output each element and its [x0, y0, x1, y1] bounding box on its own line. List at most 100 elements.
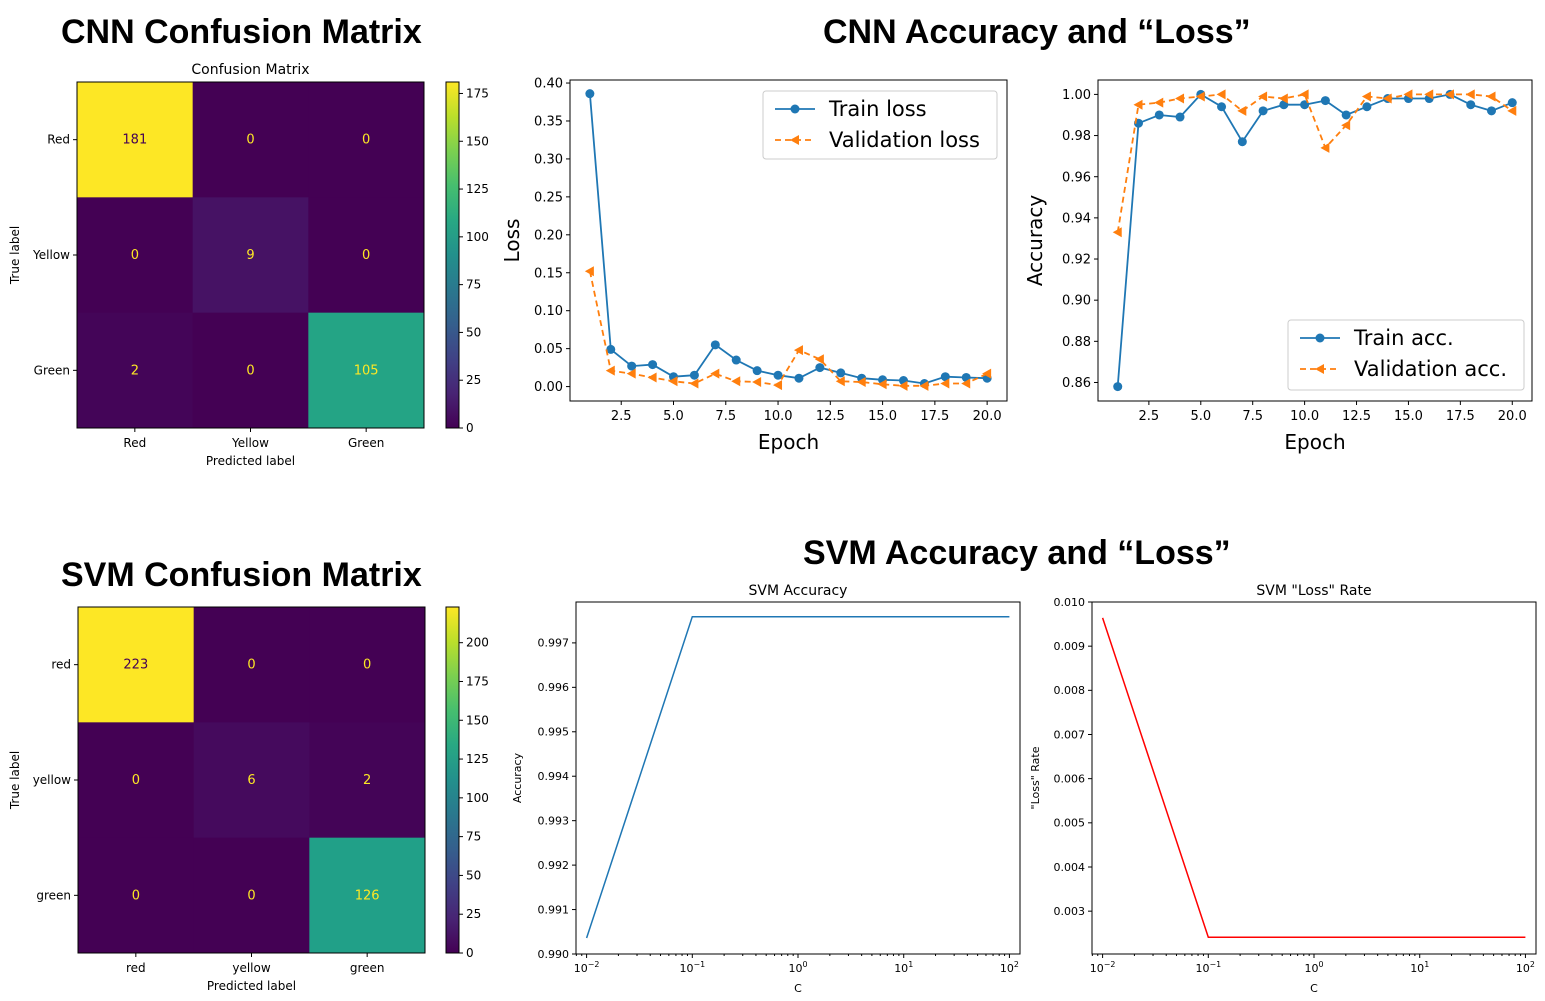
y-tick-label: yellow	[33, 773, 71, 787]
x-axis-label: Predicted label	[207, 979, 296, 993]
cm-cell-value: 9	[246, 248, 254, 263]
colorbar-tick-label: 100	[466, 791, 489, 805]
y-tick-label: Yellow	[32, 248, 70, 262]
y-tick-label: 0.996	[538, 681, 570, 694]
y-tick-label: 0.995	[538, 726, 570, 739]
y-tick-label: Red	[47, 133, 70, 147]
cm-cell-value: 126	[355, 888, 380, 903]
data-point	[585, 89, 595, 99]
x-tick-label: 5.0	[1190, 409, 1211, 424]
colorbar-tick-label: 175	[466, 86, 489, 100]
series-line	[585, 615, 1010, 939]
y-tick-label: 0.997	[538, 637, 570, 650]
legend-label: Train acc.	[1353, 326, 1454, 350]
y-tick-label: 0.92	[1062, 253, 1091, 268]
x-tick-label: 10−2	[574, 960, 600, 975]
cm-cell	[308, 197, 425, 314]
colorbar-tick-label: 0	[466, 946, 474, 960]
cm-cell	[308, 312, 425, 429]
y-axis-label: Loss	[500, 219, 524, 263]
legend-marker	[1315, 333, 1325, 343]
y-tick-label: 0.20	[534, 228, 563, 243]
x-tick-label: yellow	[232, 961, 270, 975]
y-tick-label: 0.008	[1054, 684, 1086, 697]
data-point	[1216, 89, 1226, 100]
y-tick-label: 0.003	[1054, 905, 1086, 918]
y-tick-label: green	[36, 888, 71, 902]
x-tick-label: Yellow	[231, 436, 269, 450]
cm-cell-value: 0	[362, 133, 370, 148]
plot-frame	[1091, 601, 1537, 955]
x-tick-label: red	[126, 961, 146, 975]
x-tick-label: 15.0	[868, 409, 897, 424]
cm-cell	[192, 197, 309, 314]
data-point	[1424, 89, 1434, 100]
x-axis-label: Predicted label	[206, 454, 295, 468]
legend-marker	[790, 135, 799, 145]
data-point	[940, 378, 950, 389]
data-point	[815, 363, 825, 373]
cm-cell-value: 2	[131, 363, 139, 378]
chart-title: SVM "Loss" Rate	[1256, 583, 1371, 599]
x-tick-label: 10−1	[1195, 960, 1221, 975]
svm-loss-chart: 0.003 0.004 0.005 0.006 0.007 0.008 0.009 0.010…	[1029, 583, 1537, 995]
y-tick-label: 0.994	[538, 770, 570, 783]
cm-cell	[78, 722, 195, 839]
colorbar-tick-label: 100	[466, 230, 489, 244]
y-tick-label: 0.40	[534, 77, 563, 92]
cm-cell-value: 6	[247, 773, 255, 788]
data-point	[1133, 99, 1143, 110]
colorbar-tick-label: 150	[466, 713, 489, 727]
y-tick-label: 0.00	[534, 380, 563, 395]
y-tick-label: 0.004	[1054, 861, 1086, 874]
cm-cell-value: 0	[247, 888, 255, 903]
x-tick-label: Green	[348, 436, 384, 450]
data-point	[1237, 105, 1247, 116]
y-axis-label: "Loss" Rate	[1029, 746, 1042, 809]
data-point	[648, 360, 658, 370]
cm-cell-value: 223	[123, 658, 148, 673]
data-point	[731, 355, 741, 365]
y-tick-label: 0.991	[538, 903, 570, 916]
x-tick-label: 10.0	[764, 409, 793, 424]
data-point	[1154, 110, 1164, 120]
data-point	[835, 376, 845, 387]
x-tick-label: 7.5	[715, 409, 736, 424]
legend-label: Train loss	[828, 97, 927, 121]
svm-accuracy-chart: 0.990 0.991 0.992 0.993 0.994 0.995 0.996 0.997…	[511, 583, 1021, 995]
y-axis-label: True label	[8, 226, 22, 285]
x-tick-label: 2.5	[611, 409, 632, 424]
chart-title: SVM Accuracy	[749, 583, 848, 599]
data-point	[605, 365, 615, 376]
cm-cell-value: 0	[363, 658, 371, 673]
y-tick-label: 0.009	[1054, 640, 1086, 653]
data-point	[1320, 96, 1330, 106]
cm-cell-value: 105	[354, 363, 379, 378]
x-axis-label: C	[1310, 982, 1318, 995]
colorbar-tick-label: 150	[466, 134, 489, 148]
x-axis-label: C	[794, 982, 802, 995]
svm-curves-heading: SVM Accuracy and “Loss”	[803, 534, 1231, 572]
colorbar-tick-label: 125	[466, 182, 489, 196]
data-point	[1195, 91, 1205, 102]
y-tick-label: 0.96	[1062, 170, 1091, 185]
colorbar-tick-label: 50	[466, 868, 481, 882]
data-point	[647, 372, 657, 383]
x-tick-label: 2.5	[1139, 409, 1160, 424]
data-point	[689, 378, 699, 389]
cm-cell	[77, 197, 194, 314]
y-tick-label: 0.007	[1054, 728, 1086, 741]
cm-cell	[309, 837, 426, 954]
cm-cell	[192, 82, 309, 198]
cm-cell-value: 0	[247, 658, 255, 673]
data-point	[814, 354, 824, 365]
data-point	[1320, 142, 1330, 153]
y-tick-label: Green	[34, 363, 70, 377]
cm-cell	[78, 607, 195, 723]
data-point	[773, 370, 783, 380]
cnn-confusion-heading: CNN Confusion Matrix	[61, 13, 422, 51]
data-point	[1465, 89, 1475, 100]
y-tick-label: 0.990	[538, 948, 570, 961]
cm-cell-value: 0	[132, 773, 140, 788]
cm-cell	[309, 722, 426, 839]
